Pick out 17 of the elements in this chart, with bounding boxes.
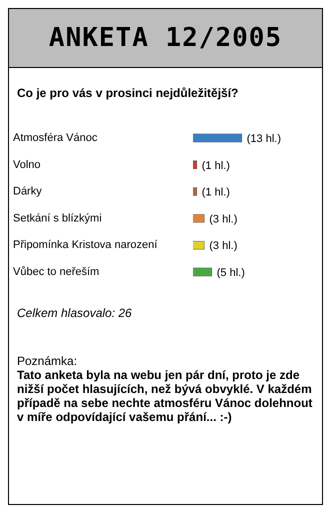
chart-subtitle: Co je pro vás v prosinci nejdůležitější? — [16, 85, 240, 102]
text: Poznámka: — [16, 353, 78, 368]
y-tick-label: Volno — [13, 158, 41, 171]
data-label: (3 hl.) — [209, 213, 238, 226]
text: Tato anketa byla na webu jen pár dní, proto je zde nižší počet hlasujících, než bývá obvyklé. V každém případě na sebe nechte atmosféru Vánoc dolehnout v míře odpovídající vašemu přání... :-) — [16, 368, 314, 424]
y-tick-label: Připomínka Kristova narození — [13, 239, 158, 252]
data-label: (3 hl.) — [209, 240, 238, 252]
y-tick-label: Vůbec to neřeším — [13, 266, 100, 278]
y-tick-label: Atmosféra Vánoc — [13, 132, 98, 144]
data-label: (13 hl.) — [246, 133, 281, 146]
y-tick-label: Dárky — [13, 186, 42, 198]
y-tick-label: Setkání s blízkými — [13, 212, 102, 224]
data-label: (1 hl.) — [202, 160, 230, 172]
data-label: (1 hl.) — [202, 186, 230, 199]
text: Celkem hlasovalo: 26 — [16, 305, 133, 320]
chart-title: ANKETA 12/2005 — [9, 9, 322, 68]
data-label: (5 hl.) — [216, 267, 245, 280]
